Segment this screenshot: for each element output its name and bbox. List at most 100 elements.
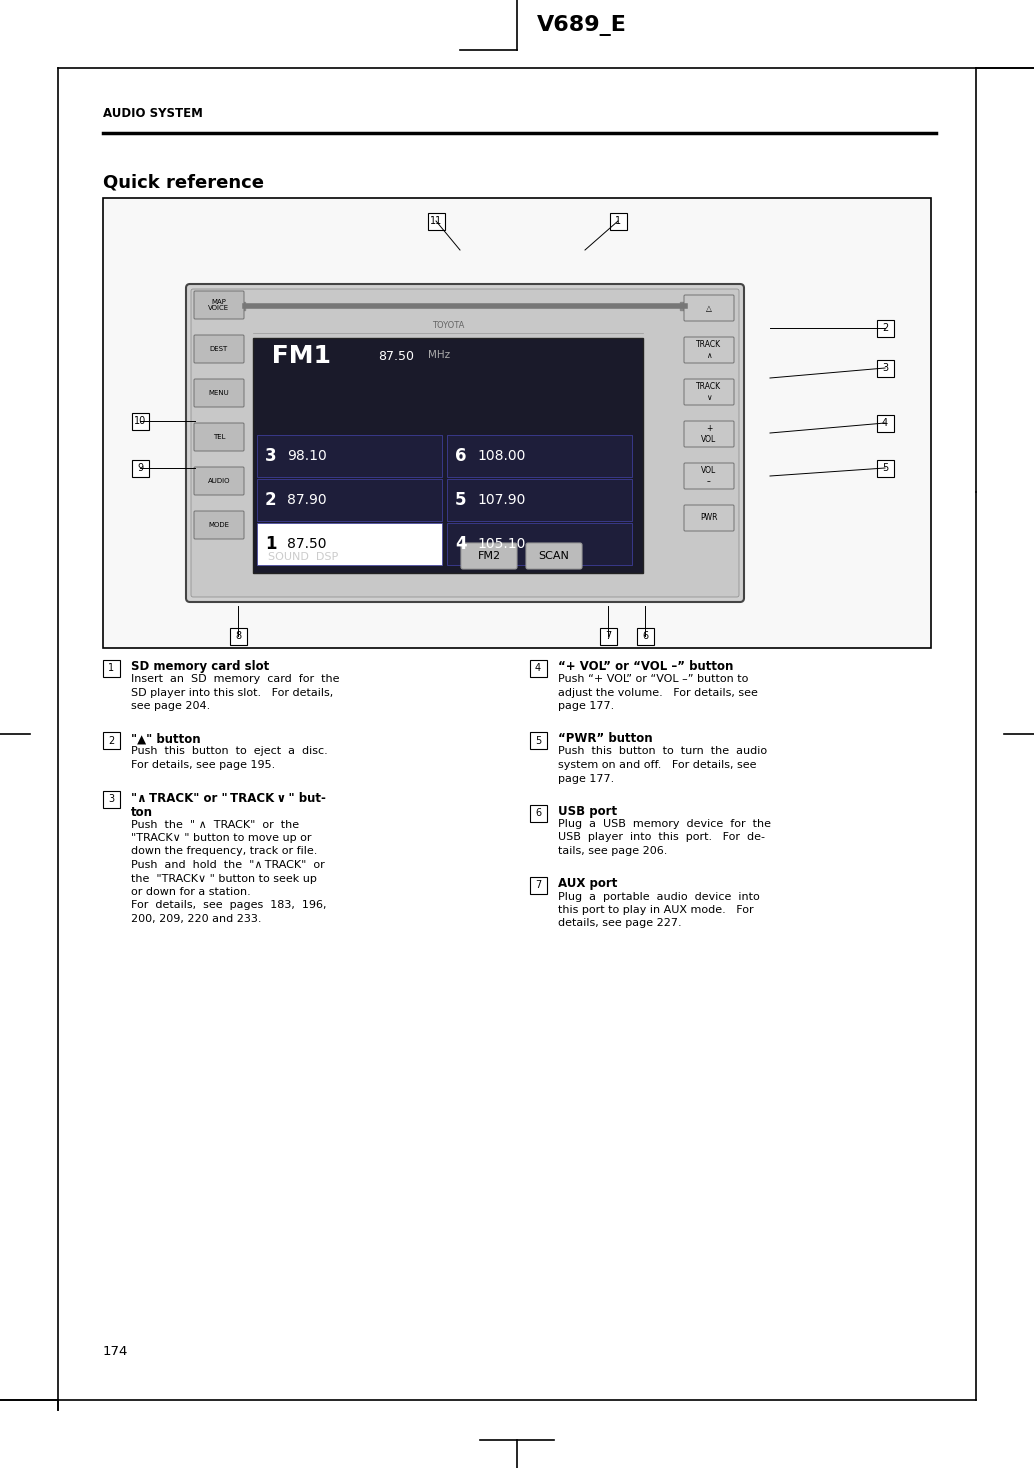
Text: MHz: MHz (428, 349, 450, 360)
Text: 9: 9 (136, 462, 143, 473)
Text: AUX port: AUX port (558, 878, 617, 891)
FancyBboxPatch shape (877, 360, 893, 376)
Text: 174: 174 (103, 1345, 128, 1358)
Text: USB  player  into  this  port.   For  de-: USB player into this port. For de- (558, 832, 765, 843)
Text: △: △ (706, 304, 712, 313)
Text: Plug  a  portable  audio  device  into: Plug a portable audio device into (558, 891, 760, 901)
Text: Push  the  " ∧  TRACK"  or  the: Push the " ∧ TRACK" or the (131, 819, 299, 829)
Text: 1: 1 (108, 664, 114, 672)
FancyBboxPatch shape (194, 379, 244, 407)
FancyBboxPatch shape (194, 467, 244, 495)
Text: SOUND  DSP: SOUND DSP (268, 552, 338, 562)
Text: the  "TRACK∨ " button to seek up: the "TRACK∨ " button to seek up (131, 873, 316, 884)
Text: 4: 4 (535, 664, 541, 672)
Text: 6: 6 (535, 807, 541, 818)
Text: 2: 2 (882, 323, 888, 333)
FancyBboxPatch shape (685, 505, 734, 531)
Text: 6: 6 (642, 631, 648, 642)
Text: MODE: MODE (209, 523, 230, 528)
Text: AUDIO SYSTEM: AUDIO SYSTEM (103, 107, 203, 120)
FancyBboxPatch shape (194, 511, 244, 539)
FancyBboxPatch shape (461, 543, 517, 570)
Bar (447, 435, 632, 477)
Text: "TRACK∨ " button to move up or: "TRACK∨ " button to move up or (131, 832, 311, 843)
Text: MENU: MENU (209, 390, 230, 396)
FancyBboxPatch shape (526, 543, 582, 570)
Text: Quick reference: Quick reference (103, 173, 264, 191)
FancyBboxPatch shape (102, 733, 120, 749)
Text: 11: 11 (430, 216, 443, 226)
Text: PWR: PWR (700, 514, 718, 523)
FancyBboxPatch shape (600, 627, 616, 644)
Bar (257, 479, 442, 521)
Text: TOYOTA: TOYOTA (432, 320, 464, 329)
FancyBboxPatch shape (194, 423, 244, 451)
Text: 87.90: 87.90 (287, 493, 327, 506)
FancyBboxPatch shape (194, 335, 244, 363)
FancyBboxPatch shape (103, 198, 931, 647)
Text: Insert  an  SD  memory  card  for  the: Insert an SD memory card for the (131, 674, 339, 684)
Text: For details, see page 195.: For details, see page 195. (131, 760, 275, 771)
Text: TRACK
∨: TRACK ∨ (697, 382, 722, 402)
Text: 5: 5 (535, 735, 541, 746)
Text: FM1: FM1 (263, 344, 331, 368)
Text: 2: 2 (108, 735, 114, 746)
FancyBboxPatch shape (529, 876, 547, 894)
Text: MAP
VOICE: MAP VOICE (209, 298, 230, 311)
Text: FM2: FM2 (478, 550, 500, 561)
Text: "▲" button: "▲" button (131, 733, 201, 746)
Text: 5: 5 (455, 490, 466, 509)
Text: SCAN: SCAN (539, 550, 570, 561)
Text: 200, 209, 220 and 233.: 200, 209, 220 and 233. (131, 915, 262, 923)
Bar (447, 479, 632, 521)
Text: Push  and  hold  the  "∧ TRACK"  or: Push and hold the "∧ TRACK" or (131, 860, 325, 871)
FancyBboxPatch shape (194, 291, 244, 319)
Text: SD player into this slot.   For details,: SD player into this slot. For details, (131, 687, 333, 697)
Text: details, see page 227.: details, see page 227. (558, 919, 681, 928)
Text: down the frequency, track or file.: down the frequency, track or file. (131, 847, 317, 856)
FancyBboxPatch shape (529, 659, 547, 677)
Text: USB port: USB port (558, 804, 617, 818)
Text: V689_E: V689_E (537, 15, 627, 35)
Text: 87.50: 87.50 (378, 349, 414, 363)
FancyBboxPatch shape (685, 379, 734, 405)
Text: see page 204.: see page 204. (131, 702, 210, 711)
Text: SD memory card slot: SD memory card slot (131, 661, 269, 672)
Text: adjust the volume.   For details, see: adjust the volume. For details, see (558, 687, 758, 697)
Text: 2: 2 (265, 490, 277, 509)
FancyBboxPatch shape (191, 289, 739, 597)
FancyBboxPatch shape (637, 627, 653, 644)
Text: 4: 4 (882, 418, 888, 429)
Text: page 177.: page 177. (558, 702, 614, 711)
Text: 105.10: 105.10 (477, 537, 525, 550)
Bar (680, 302, 685, 310)
FancyBboxPatch shape (529, 733, 547, 749)
FancyBboxPatch shape (877, 459, 893, 477)
FancyBboxPatch shape (685, 338, 734, 363)
Text: 98.10: 98.10 (287, 449, 327, 462)
Text: 87.50: 87.50 (287, 537, 327, 550)
FancyBboxPatch shape (230, 627, 246, 644)
FancyBboxPatch shape (102, 659, 120, 677)
FancyBboxPatch shape (186, 283, 744, 602)
Text: Plug  a  USB  memory  device  for  the: Plug a USB memory device for the (558, 819, 771, 829)
Text: “PWR” button: “PWR” button (558, 733, 652, 746)
Bar (257, 435, 442, 477)
FancyBboxPatch shape (685, 295, 734, 321)
FancyBboxPatch shape (131, 413, 149, 430)
Bar (240, 302, 245, 310)
Text: +
VOL: + VOL (701, 424, 717, 443)
Text: 10: 10 (133, 415, 146, 426)
Text: 3: 3 (265, 446, 277, 465)
Text: DEST: DEST (210, 346, 229, 352)
FancyBboxPatch shape (253, 338, 643, 573)
FancyBboxPatch shape (131, 459, 149, 477)
Text: 1: 1 (265, 534, 276, 553)
Text: 6: 6 (455, 446, 466, 465)
Text: 3: 3 (108, 794, 114, 804)
Text: this port to play in AUX mode.   For: this port to play in AUX mode. For (558, 904, 754, 915)
Text: 7: 7 (535, 881, 541, 891)
FancyBboxPatch shape (685, 421, 734, 446)
Text: TRACK
∧: TRACK ∧ (697, 341, 722, 360)
Text: tails, see page 206.: tails, see page 206. (558, 846, 667, 856)
